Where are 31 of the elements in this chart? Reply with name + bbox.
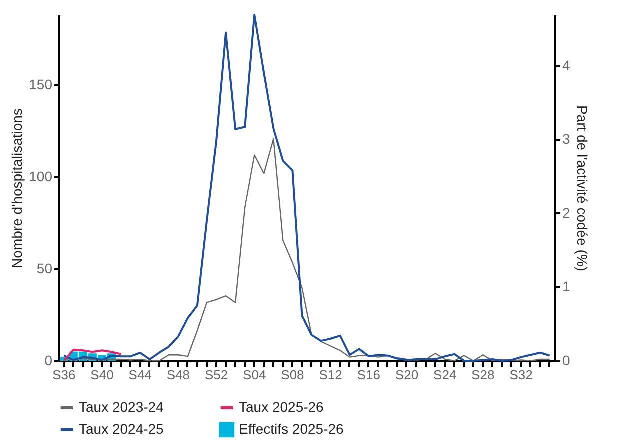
x-tick-label: S24 <box>434 368 457 382</box>
legend-label: Taux 2023-24 <box>79 399 164 415</box>
y2-tick-label: 3 <box>562 131 570 148</box>
y2-tick-label: 1 <box>562 278 570 295</box>
legend-label: Taux 2025-26 <box>239 399 324 415</box>
x-tick-label: S52 <box>204 368 228 382</box>
x-tick-label: S28 <box>472 368 495 382</box>
x-tick-label: S44 <box>128 368 152 382</box>
x-tick-label: S48 <box>166 368 190 382</box>
line-series <box>64 138 550 362</box>
y-tick-label: 0 <box>44 352 53 368</box>
y-tick-label: 50 <box>36 260 53 276</box>
line-series <box>63 348 122 362</box>
x-tick-label: S32 <box>510 368 533 382</box>
y-axis-title: Nombre d'hospitalisations <box>9 108 26 268</box>
y-tick-label: 150 <box>29 76 53 92</box>
x-tick-label: S08 <box>281 368 304 382</box>
y2-tick-label: 4 <box>562 57 570 74</box>
x-tick-label: S20 <box>395 368 419 382</box>
x-tick-label: S12 <box>319 368 342 382</box>
x-tick-label: S40 <box>90 368 114 382</box>
legend-label: Effectifs 2025-26 <box>239 421 344 437</box>
legend-label: Taux 2024-25 <box>79 421 164 437</box>
line-series <box>63 14 551 362</box>
y-tick-label: 100 <box>29 168 53 184</box>
x-tick-label: S04 <box>243 368 266 382</box>
y2-axis-title: Part de l'activité codée (%) <box>574 105 590 272</box>
y2-tick-label: 2 <box>562 204 570 221</box>
y2-tick-label: 0 <box>562 352 570 368</box>
x-tick-label: S36 <box>52 368 76 382</box>
x-tick-label: S16 <box>357 368 380 382</box>
